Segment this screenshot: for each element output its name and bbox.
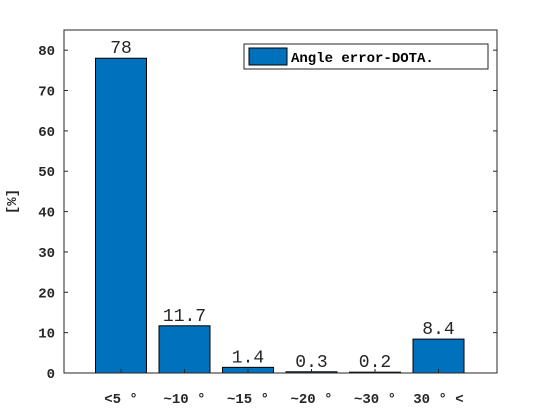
plot-area-frame bbox=[63, 29, 498, 374]
y-tick-label-8: 80 bbox=[38, 44, 55, 60]
y-tick-label-2: 20 bbox=[38, 286, 55, 302]
bar-value-label-4: 0.2 bbox=[359, 353, 391, 373]
y-axis-ticks: 0 10 20 30 40 50 60 70 80 bbox=[38, 44, 497, 383]
y-axis-label: [%] bbox=[5, 189, 21, 214]
bar-value-label-2: 1.4 bbox=[232, 348, 264, 368]
legend-label: Angle error-DOTA. bbox=[291, 51, 434, 67]
legend-swatch bbox=[248, 47, 288, 66]
bars-group bbox=[95, 57, 465, 374]
x-tick-label-1: ~10 ° bbox=[163, 392, 205, 408]
bar-0 bbox=[95, 57, 147, 374]
bar-value-label-3: 0.3 bbox=[295, 353, 327, 373]
y-tick-label-7: 70 bbox=[38, 85, 55, 101]
y-tick-label-1: 10 bbox=[38, 327, 55, 343]
x-tick-label-3: ~20 ° bbox=[290, 392, 332, 408]
bar-value-label-0: 78 bbox=[110, 39, 132, 59]
bar-5 bbox=[412, 338, 465, 374]
y-tick-label-3: 30 bbox=[38, 246, 55, 262]
x-tick-label-0: <5 ° bbox=[104, 392, 138, 408]
data-labels-group: 78 11.7 1.4 0.3 0.2 8.4 bbox=[110, 39, 455, 373]
x-axis-ticks: <5 ° ~10 ° ~15 ° ~20 ° ~30 ° 30 ° < bbox=[104, 369, 464, 408]
bar-value-label-5: 8.4 bbox=[422, 320, 454, 340]
y-tick-label-5: 50 bbox=[38, 165, 55, 181]
bar-1 bbox=[158, 325, 211, 374]
y-tick-label-4: 40 bbox=[38, 206, 55, 222]
x-tick-label-2: ~15 ° bbox=[227, 392, 269, 408]
y-tick-label-6: 60 bbox=[38, 125, 55, 141]
x-tick-label-5: 30 ° < bbox=[413, 392, 463, 408]
bar-value-label-1: 11.7 bbox=[163, 307, 206, 327]
legend: Angle error-DOTA. bbox=[243, 43, 489, 70]
x-tick-label-4: ~30 ° bbox=[354, 392, 396, 408]
y-tick-label-0: 0 bbox=[47, 367, 55, 383]
